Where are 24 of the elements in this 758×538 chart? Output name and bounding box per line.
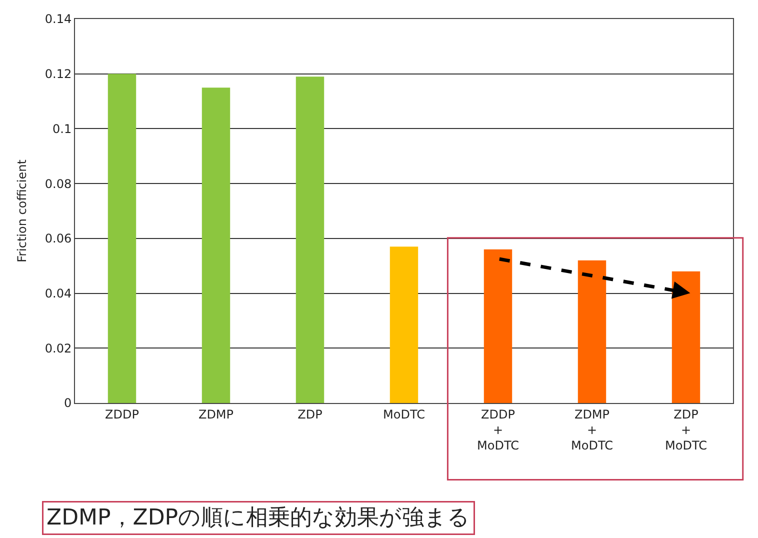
bar bbox=[390, 246, 418, 403]
y-tick-label: 0.04 bbox=[44, 286, 72, 300]
bar bbox=[672, 271, 700, 403]
y-tick-label: 0 bbox=[64, 396, 72, 410]
x-tick-label: ZDMP bbox=[198, 407, 234, 422]
y-tick-label: 0.12 bbox=[44, 67, 72, 82]
y-tick-label: 0.1 bbox=[52, 122, 72, 136]
y-tick-label: 0.06 bbox=[44, 232, 72, 246]
y-axis-title: Friction cofficient bbox=[15, 159, 30, 262]
y-tick-label: 0.08 bbox=[44, 176, 72, 191]
y-tick-label: 0.02 bbox=[44, 341, 72, 356]
x-tick-label: ZDDP + MoDTC bbox=[477, 407, 519, 453]
bar bbox=[484, 249, 512, 403]
bar bbox=[108, 74, 136, 403]
bar bbox=[578, 260, 606, 403]
x-tick-label: ZDP + MoDTC bbox=[665, 407, 707, 453]
x-tick-label: MoDTC bbox=[383, 407, 425, 422]
bar bbox=[296, 76, 324, 403]
bar bbox=[202, 88, 230, 403]
x-tick-label: ZDP bbox=[298, 407, 322, 422]
text: ZDMP，ZDPの順に相乗的な効果が強まる bbox=[46, 506, 470, 530]
x-tick-label: ZDMP + MoDTC bbox=[571, 407, 613, 453]
x-tick-label: ZDDP bbox=[105, 407, 139, 422]
y-tick-label: 0.14 bbox=[44, 12, 72, 26]
